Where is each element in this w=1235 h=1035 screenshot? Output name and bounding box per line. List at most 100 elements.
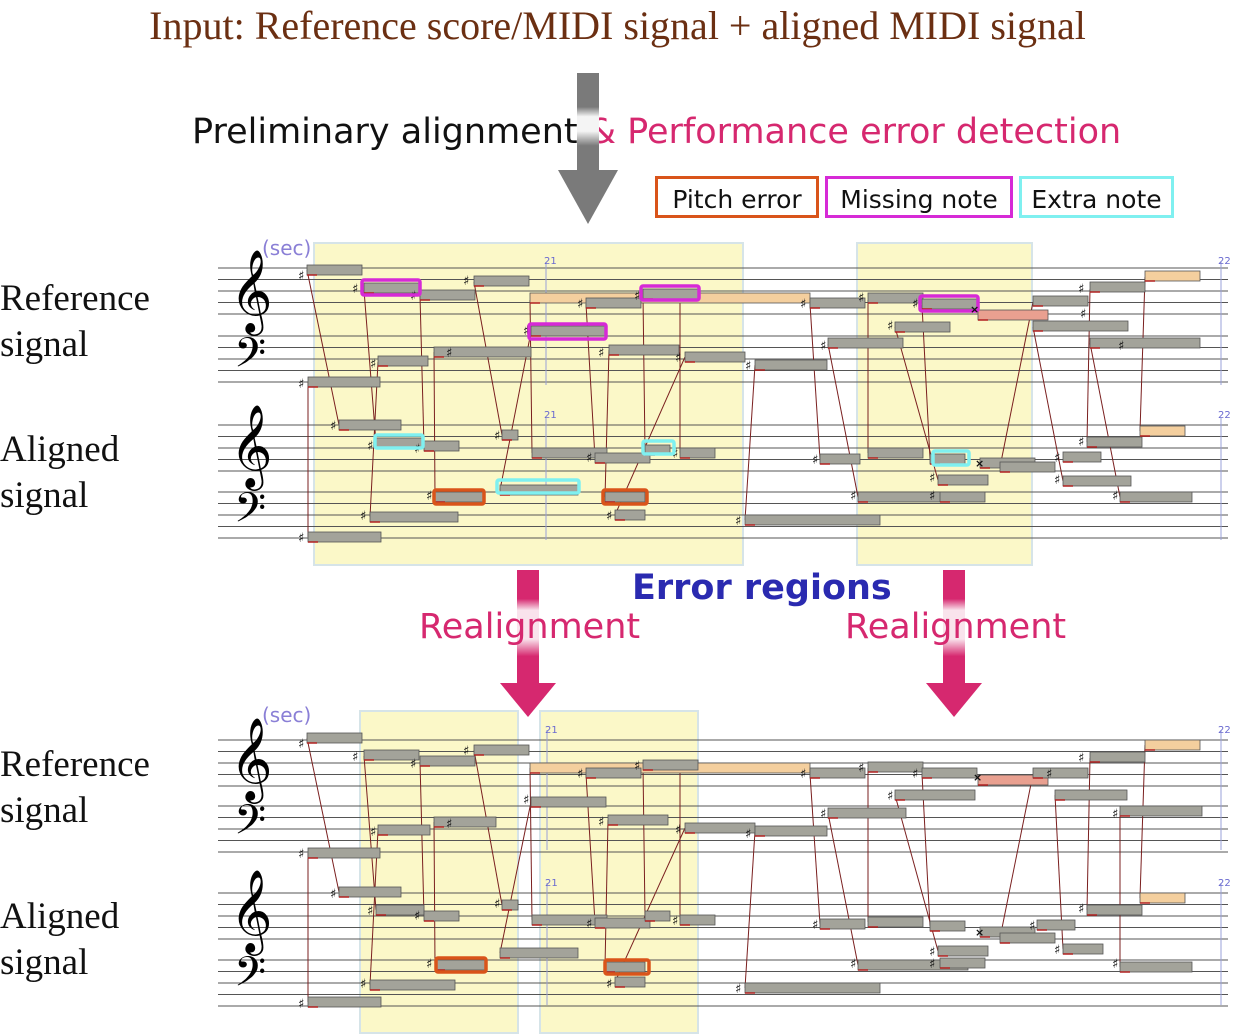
reference-note bbox=[433, 346, 532, 358]
bass-clef-icon: 𝄢 bbox=[234, 948, 267, 1006]
aligned-note bbox=[369, 511, 459, 523]
sharp-icon: ♯ bbox=[523, 793, 529, 808]
sharp-icon: ♯ bbox=[887, 789, 893, 804]
step-highlight: & Performance error detection bbox=[588, 112, 1122, 152]
bass-clef-icon: 𝄢 bbox=[234, 796, 267, 854]
realignment-label-left: Realignment bbox=[419, 607, 641, 647]
sharp-icon: ♯ bbox=[298, 737, 304, 752]
sharp-icon: ♯ bbox=[598, 346, 604, 361]
sharp-icon: ♯ bbox=[745, 359, 751, 374]
note-bars bbox=[306, 264, 1203, 1008]
sec-label-bottom: (sec) bbox=[262, 703, 312, 727]
sharp-icon: ♯ bbox=[1054, 943, 1060, 958]
sharp-icon: ♯ bbox=[675, 351, 681, 366]
aligned-note bbox=[939, 957, 986, 969]
alignment-link bbox=[827, 343, 859, 498]
alignment-link bbox=[306, 269, 340, 426]
sharp-icon: ♯ bbox=[820, 807, 826, 822]
aligned-note bbox=[307, 996, 382, 1008]
alignment-link bbox=[999, 773, 1034, 939]
reference-note bbox=[607, 814, 669, 826]
sharp-icon: ♯ bbox=[672, 447, 678, 462]
aligned-note bbox=[369, 979, 456, 991]
aligned-line1: Aligned bbox=[0, 429, 120, 470]
alignment-link bbox=[433, 821, 436, 966]
sharp-icon: ♯ bbox=[298, 269, 304, 284]
reference-note bbox=[1089, 281, 1146, 293]
aligned-note bbox=[1086, 904, 1143, 916]
aligned-note bbox=[679, 914, 716, 926]
sharp-icon: ♯ bbox=[812, 918, 818, 933]
sharp-icon: ♯ bbox=[463, 744, 469, 759]
sharp-icon: ♯ bbox=[929, 957, 935, 972]
aligned-note bbox=[501, 899, 519, 911]
aligned-note bbox=[1086, 436, 1143, 448]
reference-line2-b: signal bbox=[0, 790, 89, 831]
reference-note bbox=[530, 325, 607, 337]
aligned-note bbox=[819, 453, 861, 465]
legend-missing-note: Missing note bbox=[825, 176, 1013, 218]
sharp-icon: ♯ bbox=[1078, 751, 1084, 766]
time-21-c: 21 bbox=[545, 725, 558, 736]
realignment-label-right: Realignment bbox=[845, 607, 1067, 647]
sharp-icon: ♯ bbox=[929, 471, 935, 486]
diagram-title: Input: Reference score/MIDI signal + ali… bbox=[149, 3, 1086, 48]
aligned-note bbox=[604, 491, 646, 503]
aligned-note bbox=[644, 910, 671, 922]
sharp-icon: ♯ bbox=[887, 319, 893, 334]
reference-line1: Reference bbox=[0, 278, 150, 319]
sharp-icon: ♯ bbox=[367, 904, 373, 919]
sharp-icon: ♯ bbox=[735, 982, 741, 997]
aligned-note bbox=[375, 904, 425, 916]
sharp-icon: ♯ bbox=[820, 339, 826, 354]
alignment-link bbox=[827, 812, 859, 966]
sharp-icon: ♯ bbox=[577, 297, 583, 312]
alignment-link bbox=[744, 364, 756, 521]
sharp-icon: ♯ bbox=[360, 509, 366, 524]
alignment-link bbox=[999, 301, 1034, 468]
sharp-icon: ♯ bbox=[523, 324, 529, 339]
reference-note bbox=[363, 749, 420, 761]
sharp-icon: ♯ bbox=[1078, 282, 1084, 297]
extra-note-box bbox=[931, 449, 971, 467]
sharp-icon: ♯ bbox=[1112, 489, 1118, 504]
mismatch-icon: × bbox=[975, 926, 984, 939]
aligned-note bbox=[423, 910, 460, 922]
step-label: Preliminary alignment & Performance erro… bbox=[192, 112, 1121, 152]
error-markers: ♯ ♯ ♯ ♯ ♯ ♯ ♯ ♯ ♯ ♯ ♯ ♯ ♯ ♯ ♯ ♯ ♯ ♯ ♯ ♯ ♯ ♯ ♯ ♯ ♯ ♯ ♯ ♯ ♯ ♯ ♯ ♯ ♯ ♯ ♯ ♯ ♯ ♯ ♯ ♯… bbox=[298, 269, 1124, 1012]
aligned-note bbox=[614, 976, 646, 988]
aligned-label-top: Aligned signal bbox=[0, 427, 119, 519]
mismatch-icon: × bbox=[975, 457, 984, 470]
sharp-icon: ♯ bbox=[577, 767, 583, 782]
down-arrow-gray bbox=[558, 73, 618, 224]
aligned-note bbox=[744, 514, 881, 526]
aligned-note bbox=[1119, 961, 1193, 973]
sharp-icon: ♯ bbox=[298, 531, 304, 546]
sharp-icon: ♯ bbox=[330, 887, 336, 902]
aligned-note bbox=[867, 916, 924, 928]
reference-note bbox=[608, 344, 680, 356]
sharp-icon: ♯ bbox=[606, 509, 612, 524]
sharp-icon: ♯ bbox=[735, 514, 741, 529]
reference-note bbox=[306, 732, 363, 744]
pitch-error-box bbox=[603, 958, 651, 976]
sharp-icon: ♯ bbox=[672, 914, 678, 929]
aligned-note bbox=[338, 419, 402, 431]
aligned-note bbox=[434, 959, 486, 971]
reference-note bbox=[867, 292, 924, 304]
sharp-icon: ♯ bbox=[1112, 957, 1118, 972]
sharp-icon: ♯ bbox=[675, 823, 681, 838]
extra-note-box bbox=[373, 433, 425, 450]
time-21-b: 21 bbox=[544, 410, 557, 421]
sharp-icon: ♯ bbox=[360, 977, 366, 992]
aligned-note bbox=[1062, 475, 1132, 487]
reference-note bbox=[894, 321, 951, 333]
alignment-link bbox=[433, 351, 436, 498]
reference-note bbox=[684, 351, 746, 363]
alignment-link bbox=[473, 749, 503, 906]
aligned-note bbox=[499, 947, 579, 959]
reference-note bbox=[1054, 789, 1128, 801]
aligned-line2-b: signal bbox=[0, 942, 89, 983]
reference-label-bottom: Reference signal bbox=[0, 742, 150, 834]
